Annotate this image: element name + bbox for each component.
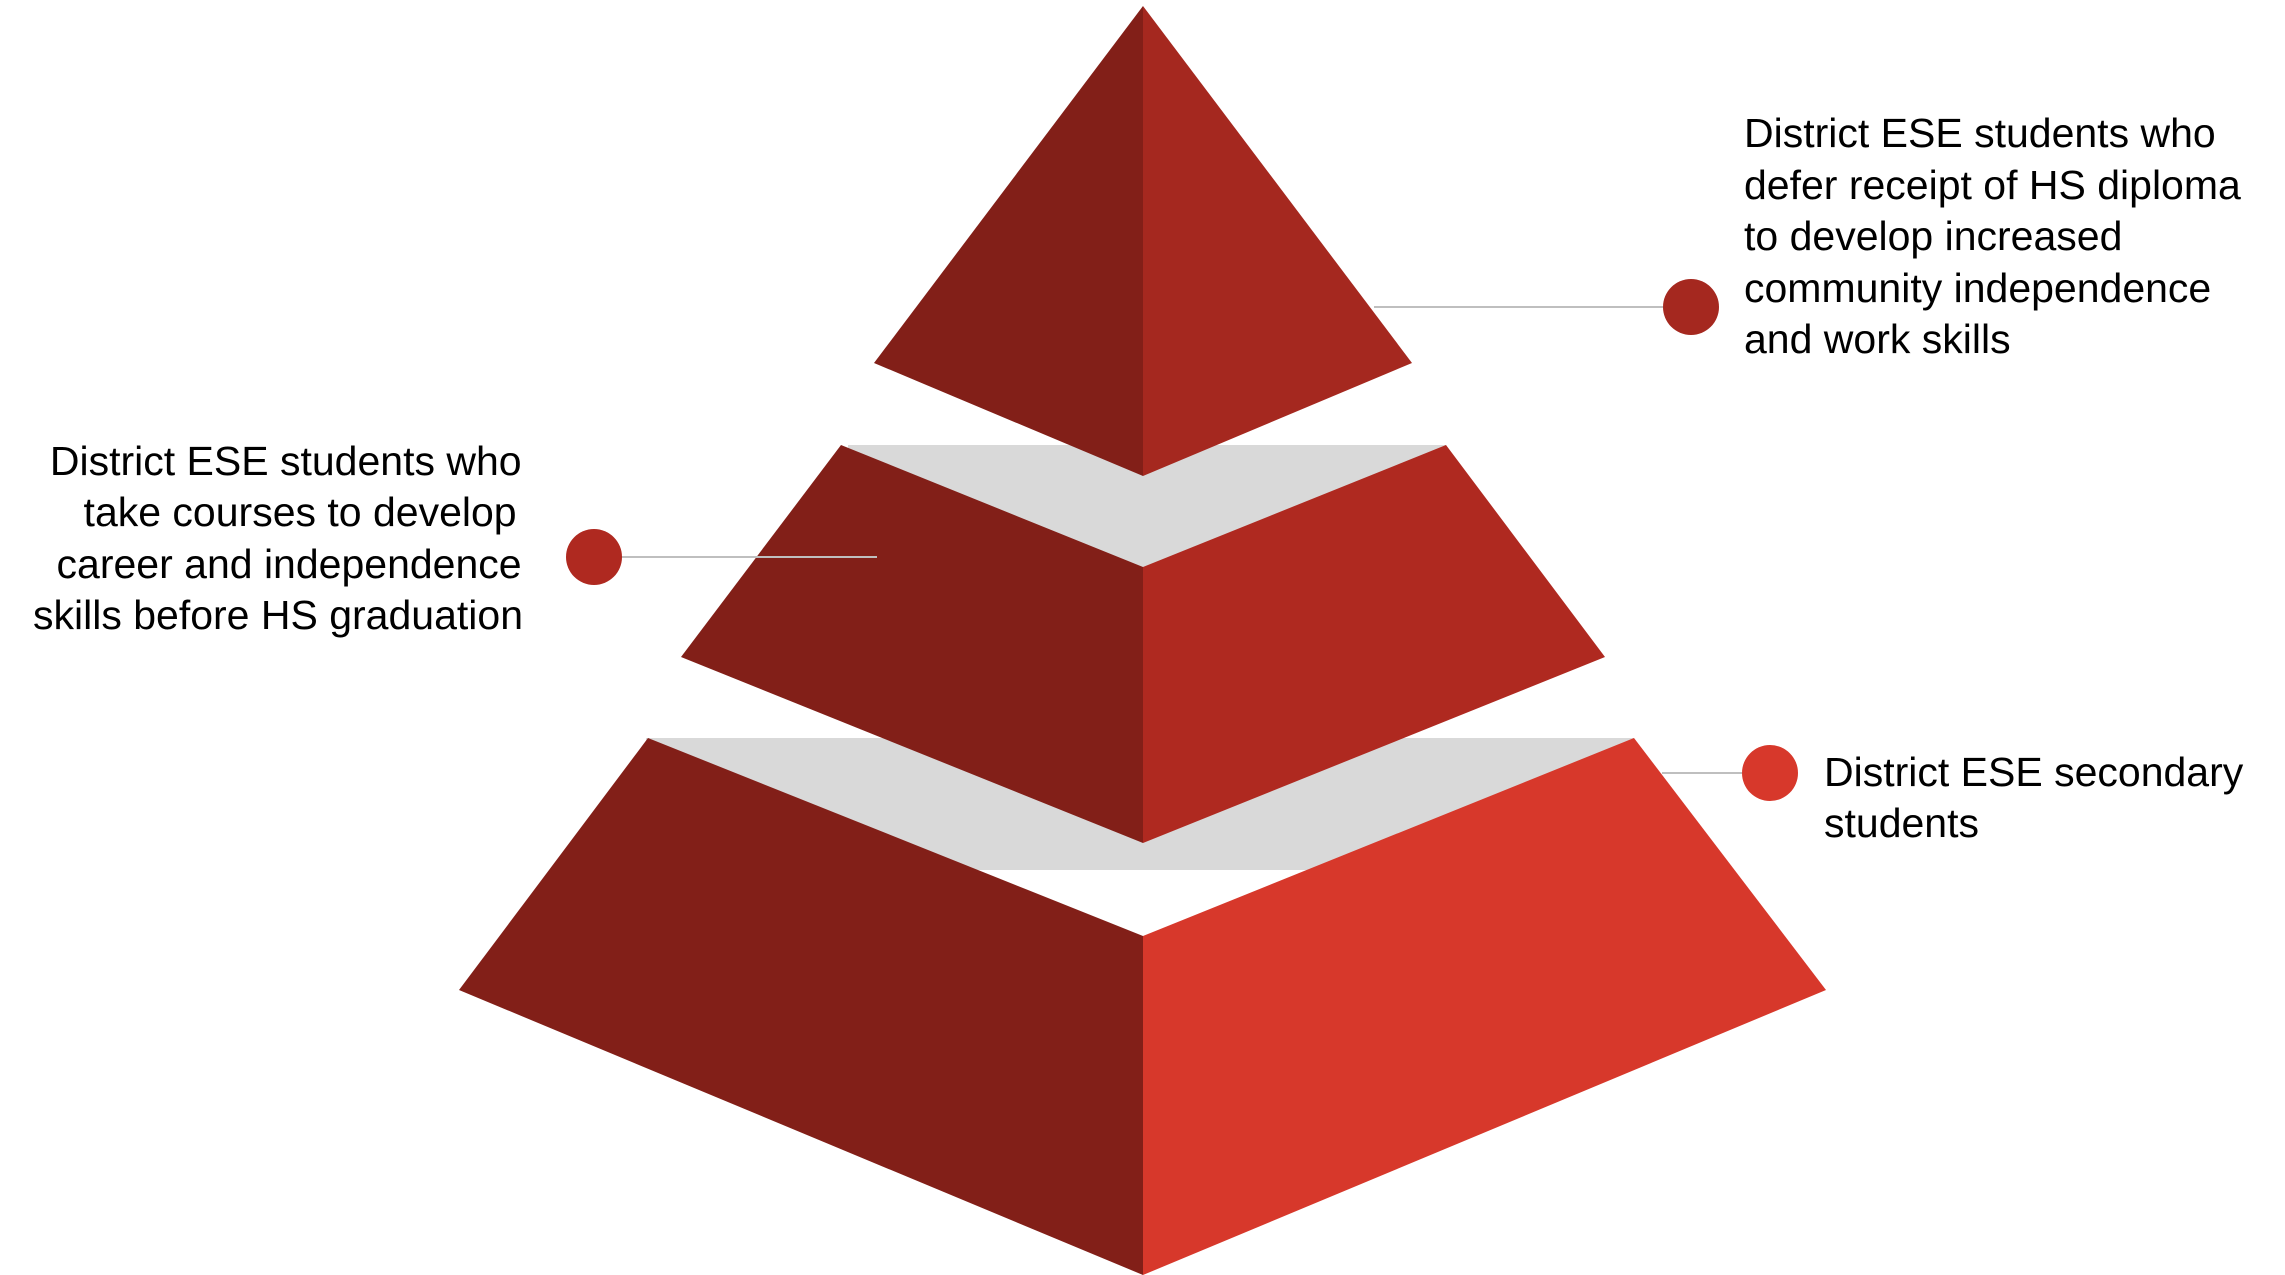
tier-bottom-label: District ESE secondary students: [1824, 749, 2255, 846]
tier-top-label-line: and work skills: [1744, 316, 2011, 362]
pyramid-tier-bottom: [459, 738, 1826, 1275]
tier-top-right-face: [1143, 6, 1412, 476]
tier-top-left-face: [874, 6, 1143, 476]
marker-dot-middle: [566, 529, 622, 585]
marker-dot-top: [1663, 279, 1719, 335]
tier-middle-right-face: [1143, 445, 1605, 843]
tier-bottom-left-face: [459, 738, 1143, 1275]
pyramid-tier-top: [874, 6, 1412, 476]
tier-middle-label-line: District ESE students who: [50, 438, 522, 484]
tier-bottom-right-face: [1143, 738, 1826, 1275]
pyramid-tier-middle: [681, 445, 1605, 843]
marker-dot-bottom: [1742, 745, 1798, 801]
tier-middle-label-line: skills before HS graduation: [33, 592, 523, 638]
tier-middle-label-line: career and independence: [57, 541, 522, 587]
tier-middle-left-face: [681, 445, 1143, 843]
tier-bottom-label-line: students: [1824, 800, 1979, 846]
tier-top-label-line: to develop increased: [1744, 213, 2122, 259]
tier-top-label-line: defer receipt of HS diploma: [1744, 162, 2241, 208]
tier-middle-label: District ESE students who take courses t…: [33, 438, 533, 638]
tier-top-label-line: District ESE students who: [1744, 110, 2216, 156]
tier-middle-label-line: take courses to develop: [84, 489, 517, 535]
tier-top-label: District ESE students who defer receipt …: [1744, 110, 2252, 362]
tier-bottom-label-line: District ESE secondary: [1824, 749, 2244, 795]
tier-top-label-line: community independence: [1744, 265, 2211, 311]
